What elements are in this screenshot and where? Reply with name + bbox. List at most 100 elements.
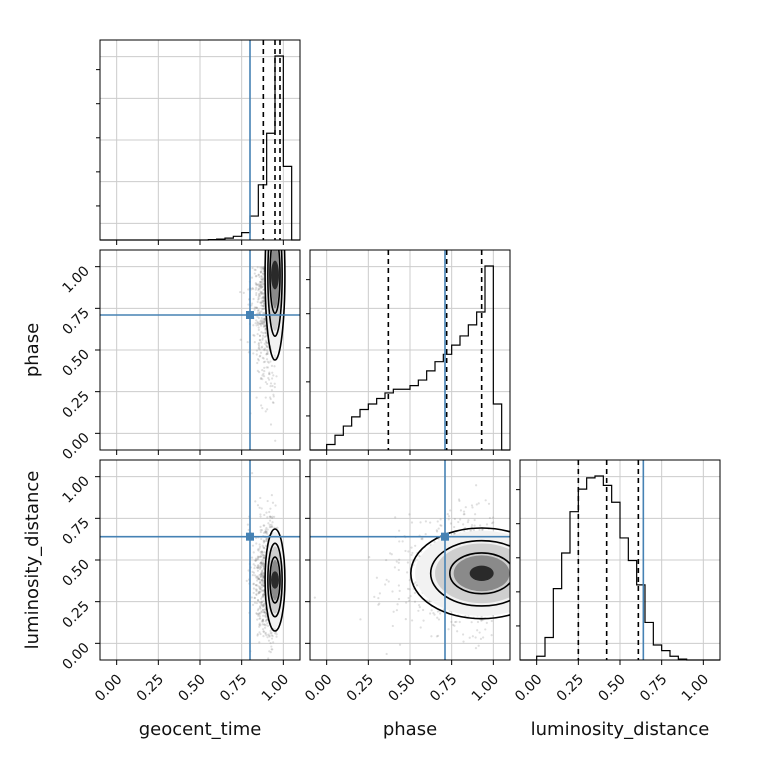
sample-point (261, 378, 264, 381)
sample-point (239, 290, 242, 294)
sample-point (256, 283, 259, 287)
sample-point (260, 301, 264, 304)
scatter-panel-phase-vs-luminosity_distance: 0.00 0.25 0.50 0.75 1.00 (302, 459, 511, 705)
sample-point (265, 526, 268, 530)
sample-point (266, 366, 270, 369)
sample-point (265, 537, 269, 540)
sample-point (392, 610, 395, 613)
sample-point (255, 286, 258, 289)
sample-point (252, 591, 255, 595)
sample-point (262, 602, 266, 605)
sample-point (261, 553, 264, 556)
sample-point (262, 312, 265, 315)
sample-point (262, 608, 265, 611)
sample-point (490, 619, 493, 623)
sample-point (482, 636, 485, 639)
sample-point (257, 577, 261, 581)
sample-point (492, 521, 495, 524)
sample-point (378, 592, 381, 595)
sample-point (259, 513, 262, 516)
sample-point (433, 613, 436, 616)
y-axis-labels: phase luminosity_distance (22, 323, 43, 650)
sample-point (258, 275, 261, 279)
sample-point (258, 506, 261, 509)
sample-point (257, 549, 260, 552)
sample-point (263, 325, 266, 328)
sample-point (259, 292, 262, 295)
sample-point (475, 503, 478, 506)
sample-point (259, 324, 263, 327)
sample-point (263, 342, 266, 345)
sample-point (256, 579, 259, 582)
panel-frame (309, 249, 511, 451)
sample-point (260, 600, 264, 603)
histogram-panel-phase (306, 249, 511, 455)
sample-point (252, 571, 256, 574)
sample-point (447, 628, 450, 631)
sample-point (260, 292, 263, 296)
sample-point (256, 566, 259, 569)
sample-point (262, 270, 265, 273)
density-contour (429, 539, 510, 607)
sample-point (453, 517, 456, 521)
sample-point (260, 286, 263, 289)
sample-point (258, 355, 261, 358)
density-contour (449, 552, 510, 595)
sample-point (261, 571, 264, 574)
sample-point (256, 569, 259, 572)
sample-point (260, 563, 263, 566)
sample-point (413, 582, 416, 585)
sample-point (257, 326, 260, 329)
sample-point (261, 307, 264, 311)
sample-point (259, 271, 262, 274)
sample-point (471, 506, 474, 509)
density-contour (267, 250, 283, 337)
sample-point (272, 395, 275, 398)
sample-point (259, 525, 262, 528)
sample-point (268, 634, 271, 637)
sample-point (263, 547, 266, 550)
sample-point (258, 344, 261, 347)
sample-point (251, 603, 255, 607)
sample-point (257, 316, 260, 320)
sample-point (260, 310, 263, 313)
sample-point (257, 308, 260, 312)
sample-point (257, 285, 261, 288)
sample-point (470, 621, 473, 624)
sample-point (259, 354, 262, 357)
sample-point (261, 320, 264, 323)
sample-point (253, 601, 257, 604)
sample-point (260, 552, 263, 556)
sample-point (247, 528, 250, 532)
sample-point (264, 544, 267, 547)
sample-point (254, 584, 257, 587)
sample-point (262, 581, 265, 584)
sample-point (264, 612, 268, 615)
sample-point (262, 604, 265, 607)
sample-point (261, 605, 264, 608)
sample-point (261, 578, 264, 582)
sample-point (276, 526, 279, 529)
sample-point (257, 556, 260, 559)
sample-point (264, 631, 267, 634)
sample-point (406, 587, 410, 590)
sample-point (251, 287, 255, 291)
truth-marker (246, 311, 254, 319)
sample-point (373, 595, 376, 598)
sample-point (472, 528, 476, 532)
sample-point (275, 375, 278, 378)
sample-point (480, 619, 483, 622)
sample-point (259, 590, 262, 593)
sample-point (462, 523, 465, 526)
sample-point (251, 570, 254, 573)
sample-point (266, 350, 269, 354)
sample-point (262, 304, 265, 307)
sample-point (257, 613, 260, 616)
sample-point (263, 623, 266, 626)
sample-point (261, 338, 264, 341)
sample-point (262, 288, 265, 292)
sample-point (259, 575, 262, 578)
sample-point (255, 396, 258, 399)
sample-point (263, 608, 267, 611)
sample-point (260, 507, 263, 510)
